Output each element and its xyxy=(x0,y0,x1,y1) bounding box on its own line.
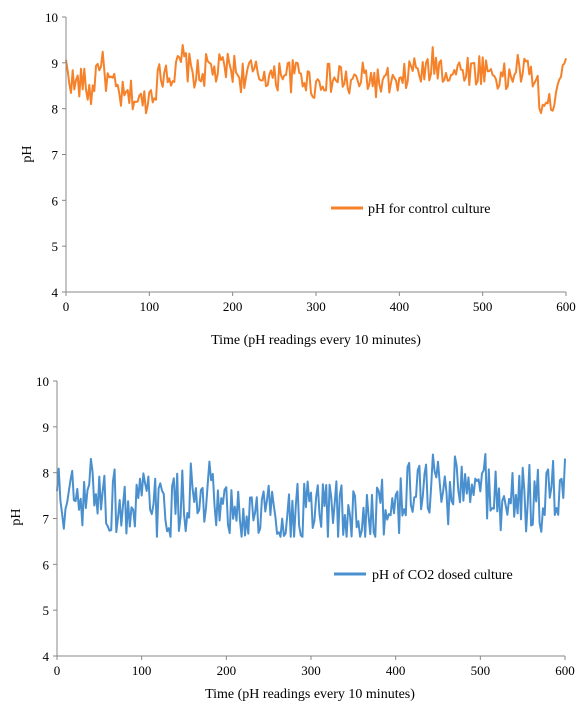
chart-1-x-axis-title: Time (pH readings every 10 minutes) xyxy=(211,333,421,348)
chart-1-y-axis-title: pH xyxy=(20,145,35,162)
chart-2-legend-label: pH of CO2 dosed culture xyxy=(372,568,513,583)
y-tick-label: 4 xyxy=(52,285,59,300)
series-line xyxy=(56,453,566,538)
y-tick-label: 10 xyxy=(45,10,58,25)
y-tick-label: 9 xyxy=(52,56,59,71)
chart-2-x-axis-title: Time (pH readings every 10 minutes) xyxy=(205,687,415,702)
x-tick-label: 500 xyxy=(473,299,493,314)
y-tick-label: 10 xyxy=(36,374,49,389)
x-tick-label: 500 xyxy=(471,663,491,678)
y-tick-label: 7 xyxy=(43,512,50,527)
x-tick-label: 0 xyxy=(54,663,61,678)
y-tick-label: 7 xyxy=(52,148,59,163)
chart-1-legend-label: pH for control culture xyxy=(368,202,490,217)
y-tick-label: 9 xyxy=(43,420,50,435)
chart-1-legend: pH for control culture xyxy=(331,202,490,217)
x-tick-label: 400 xyxy=(390,299,410,314)
chart-1-plot-area xyxy=(65,44,567,115)
series-line xyxy=(65,44,567,115)
y-tick-label: 5 xyxy=(52,239,59,254)
y-tick-label: 8 xyxy=(52,102,59,117)
x-tick-label: 300 xyxy=(301,663,321,678)
chart-2-y-axis-title: pH xyxy=(9,508,24,525)
y-tick-label: 6 xyxy=(52,193,59,208)
x-tick-label: 0 xyxy=(63,299,70,314)
y-tick-label: 5 xyxy=(43,603,50,618)
x-tick-label: 600 xyxy=(555,663,575,678)
x-tick-label: 300 xyxy=(306,299,326,314)
x-tick-label: 600 xyxy=(556,299,576,314)
x-tick-label: 400 xyxy=(386,663,406,678)
x-tick-label: 200 xyxy=(223,299,243,314)
chart-2-plot-area xyxy=(56,453,566,538)
chart-2-legend: pH of CO2 dosed culture xyxy=(334,568,513,583)
y-tick-label: 4 xyxy=(43,649,50,664)
x-tick-label: 200 xyxy=(217,663,237,678)
x-tick-label: 100 xyxy=(140,299,160,314)
x-tick-label: 100 xyxy=(132,663,152,678)
y-tick-label: 8 xyxy=(43,466,50,481)
y-tick-label: 6 xyxy=(43,557,50,572)
